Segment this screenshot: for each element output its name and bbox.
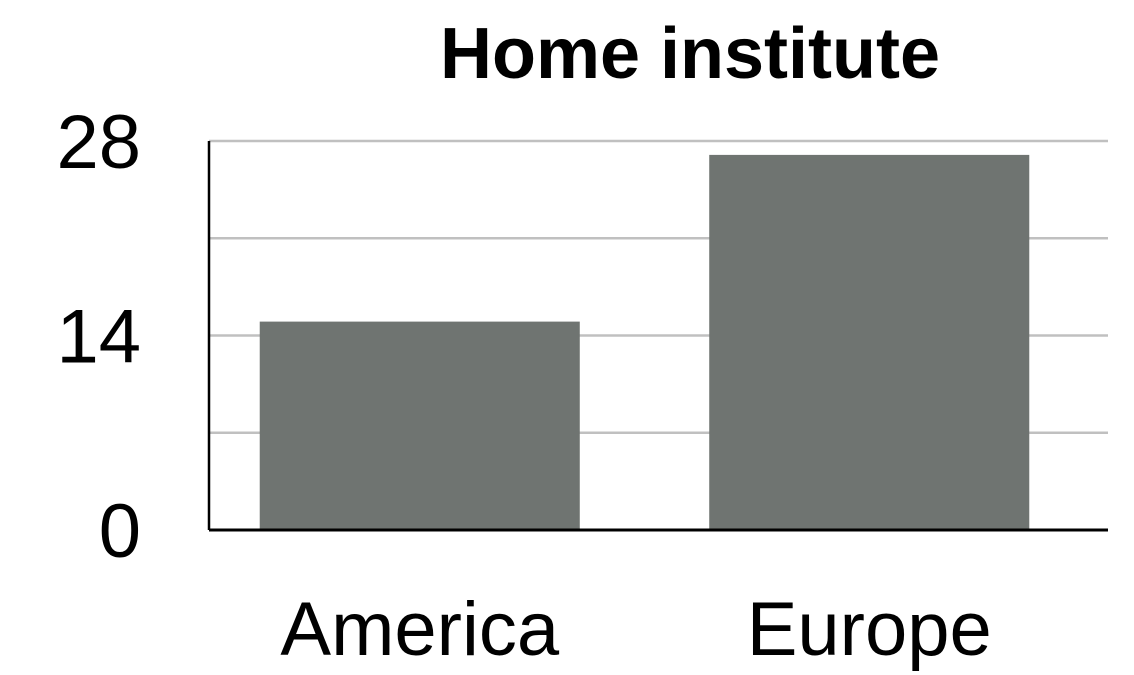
bar-europe [709, 154, 1030, 530]
chart-title: Home institute [440, 14, 940, 94]
y-tick-label: 14 [56, 295, 141, 380]
x-category-labels: America Europe [280, 587, 991, 672]
y-tick-label: 0 [99, 489, 141, 574]
axes [207, 141, 1108, 532]
bars [259, 154, 1030, 530]
y-tick-label: 28 [56, 100, 141, 185]
y-tick-labels: 0 14 28 [56, 100, 141, 574]
bar-america [259, 321, 580, 530]
x-category-label: Europe [747, 587, 992, 672]
x-category-label: America [280, 587, 559, 672]
